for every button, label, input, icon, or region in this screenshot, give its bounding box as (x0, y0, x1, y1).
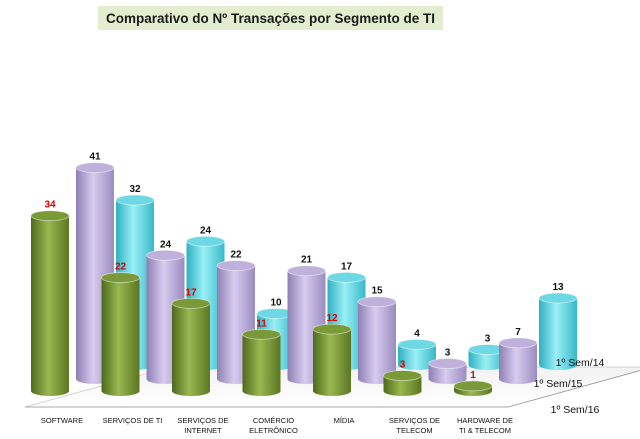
bar-top (115, 194, 155, 206)
bar (498, 337, 538, 384)
bar (397, 338, 437, 370)
bar-top (216, 260, 256, 271)
data-label: 41 (89, 152, 101, 163)
bar (428, 358, 467, 384)
bar-top (171, 297, 211, 309)
bar-body (539, 297, 577, 370)
data-label: 21 (301, 255, 313, 266)
data-label: 22 (115, 262, 127, 273)
bar-body (383, 375, 422, 397)
category-label: TELECOM (396, 426, 432, 435)
data-label: 34 (44, 200, 56, 211)
bar-top (287, 265, 326, 277)
data-label: 17 (185, 287, 197, 298)
chart-title: Comparativo do Nº Transações por Segment… (106, 10, 435, 26)
category-label: SERVIÇOS DE (177, 416, 228, 425)
bar-top (242, 328, 281, 340)
data-label: 15 (371, 286, 383, 297)
data-label: 4 (414, 328, 420, 339)
data-label: 1 (470, 370, 476, 381)
data-label: 24 (200, 225, 212, 236)
bar (538, 292, 578, 370)
bar-body (468, 349, 507, 370)
data-label: 22 (230, 250, 242, 261)
bar-body (398, 344, 436, 370)
bar-body (358, 301, 396, 384)
bar (101, 272, 140, 397)
category-label: HARDWARE DE (457, 416, 513, 425)
bar (468, 344, 507, 370)
bar-top (146, 249, 185, 261)
chart-title-box: Comparativo do Nº Transações por Segment… (98, 6, 443, 30)
category-label: MÍDIA (334, 416, 355, 425)
data-label: 3 (400, 360, 406, 371)
series-label: 1º Sem/16 (551, 404, 600, 416)
bar-top (101, 272, 140, 283)
data-label: 13 (552, 282, 564, 293)
bar-body (499, 342, 537, 384)
category-label: SOFTWARE (41, 416, 83, 425)
data-label: 7 (515, 327, 521, 338)
category-label: TI & TELECOM (459, 426, 511, 435)
bar-body (313, 329, 351, 396)
data-label: 12 (326, 313, 338, 324)
bar-top (538, 292, 578, 304)
bar-body (172, 303, 210, 396)
bar-top (75, 162, 115, 174)
bar-top (498, 337, 538, 349)
series-label: 1º Sem/15 (534, 378, 583, 390)
bar-top (428, 358, 467, 369)
bar-top (397, 338, 437, 350)
bar-top (312, 323, 352, 335)
bar (383, 370, 422, 397)
data-label: 32 (129, 184, 141, 195)
category-label: SERVIÇOS DE (389, 416, 440, 425)
bar (171, 297, 211, 396)
data-label: 11 (256, 318, 267, 329)
bar-top (383, 370, 422, 381)
category-label: ELETRÔNICO (249, 426, 298, 435)
depth-axis-line (507, 370, 640, 408)
series-label: 1º Sem/14 (556, 357, 605, 369)
bar-body (101, 277, 140, 397)
bar (357, 296, 397, 384)
bar-top (186, 235, 225, 247)
data-label: 17 (341, 261, 353, 272)
data-label: 3 (445, 348, 451, 359)
bar-top (357, 296, 397, 308)
bar-top (30, 210, 70, 222)
bar-body (428, 363, 467, 384)
bar (453, 380, 493, 396)
category-label: SERVIÇOS DE TI (103, 416, 163, 425)
data-label: 10 (270, 297, 282, 308)
bar-top (453, 380, 493, 392)
bar (312, 323, 352, 396)
data-label: 3 (485, 334, 491, 345)
bar (30, 210, 70, 396)
bar-body (31, 215, 69, 396)
bar-body (242, 334, 281, 397)
bar (242, 328, 281, 397)
category-label: COMÉRCIO (253, 416, 294, 425)
category-label: INTERNET (184, 426, 222, 435)
bar-top (327, 271, 366, 283)
data-label: 24 (160, 239, 172, 250)
